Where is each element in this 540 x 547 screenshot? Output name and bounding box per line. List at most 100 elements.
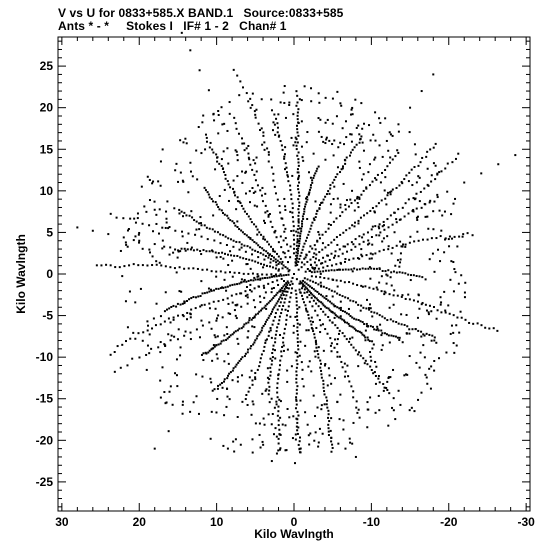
uv-point [333, 185, 336, 188]
uv-point [168, 253, 171, 256]
uv-point [264, 204, 267, 207]
uv-point [265, 388, 268, 391]
uv-point [249, 237, 252, 240]
uv-point [238, 282, 241, 285]
uv-point [275, 236, 278, 239]
uv-point [389, 214, 392, 217]
uv-point [277, 255, 280, 258]
uv-point [277, 410, 280, 413]
uv-point [260, 194, 263, 197]
uv-point [292, 324, 295, 327]
uv-point [304, 344, 307, 347]
uv-point [426, 167, 429, 170]
uv-point [303, 257, 306, 260]
uv-point [231, 379, 234, 382]
uv-point [391, 246, 394, 249]
uv-point [239, 292, 242, 295]
uv-point [317, 441, 320, 444]
uv-point [347, 375, 350, 378]
uv-point [247, 100, 250, 103]
uv-point [417, 175, 420, 178]
uv-point [198, 228, 201, 231]
uv-point [362, 189, 365, 192]
uv-point [297, 151, 300, 154]
uv-point [382, 389, 385, 392]
uv-point [423, 334, 426, 337]
uv-point [274, 427, 277, 430]
uv-point [378, 409, 381, 412]
uv-point [309, 186, 312, 189]
uv-point [314, 431, 317, 434]
uv-point [276, 396, 279, 399]
uv-point [276, 198, 279, 201]
uv-point [210, 381, 213, 384]
uv-point [340, 168, 343, 171]
uv-point [181, 400, 184, 403]
uv-point [427, 184, 430, 187]
uv-point [232, 68, 235, 71]
uv-point [254, 116, 257, 119]
uv-point [179, 171, 182, 174]
uv-point [401, 245, 404, 248]
y-tick-label: -5 [42, 309, 53, 323]
uv-point [297, 426, 300, 429]
uv-point [296, 326, 299, 329]
uv-point [425, 332, 428, 335]
y-tick-label: 0 [46, 267, 53, 281]
uv-point [258, 231, 261, 234]
uv-point [331, 143, 334, 146]
uv-point [296, 111, 299, 114]
uv-point [342, 245, 345, 248]
uv-point [278, 364, 281, 367]
uv-point [451, 161, 454, 164]
uv-point [275, 400, 278, 403]
uv-point [326, 332, 329, 335]
uv-point [249, 347, 252, 350]
uv-point [432, 162, 435, 165]
uv-point [209, 288, 212, 291]
uv-point [289, 315, 292, 318]
uv-point [356, 202, 359, 205]
uv-point [256, 273, 259, 276]
uv-point [366, 401, 369, 404]
uv-point [372, 287, 375, 290]
uv-point [283, 155, 286, 158]
uv-point [387, 149, 390, 152]
uv-point [326, 384, 329, 387]
uv-point [370, 236, 373, 239]
uv-point [424, 303, 427, 306]
uv-point [232, 367, 235, 370]
uv-point [326, 399, 329, 402]
uv-point [164, 344, 167, 347]
uv-point [153, 208, 156, 211]
uv-point [234, 304, 237, 307]
uv-point [333, 346, 336, 349]
uv-point [348, 227, 351, 230]
uv-point [368, 286, 371, 289]
uv-point [274, 258, 277, 261]
uv-point [216, 387, 219, 390]
uv-point [208, 302, 211, 305]
uv-point [455, 324, 458, 327]
uv-point [236, 220, 239, 223]
uv-point [314, 200, 317, 203]
uv-point [227, 217, 230, 220]
uv-point [234, 365, 237, 368]
uv-point [213, 289, 216, 292]
uv-point [336, 400, 339, 403]
uv-point [251, 438, 254, 441]
uv-point [441, 214, 444, 217]
uv-point [322, 379, 325, 382]
uv-point [280, 217, 283, 220]
uv-point [271, 323, 274, 326]
uv-point [313, 439, 316, 442]
uv-point [260, 262, 263, 265]
uv-point [369, 351, 372, 354]
uv-point [308, 360, 311, 363]
uv-point [416, 316, 419, 319]
uv-point [266, 376, 269, 379]
uv-point [262, 131, 265, 134]
uv-point [348, 154, 351, 157]
uv-point [341, 295, 344, 298]
uv-point [181, 302, 184, 305]
